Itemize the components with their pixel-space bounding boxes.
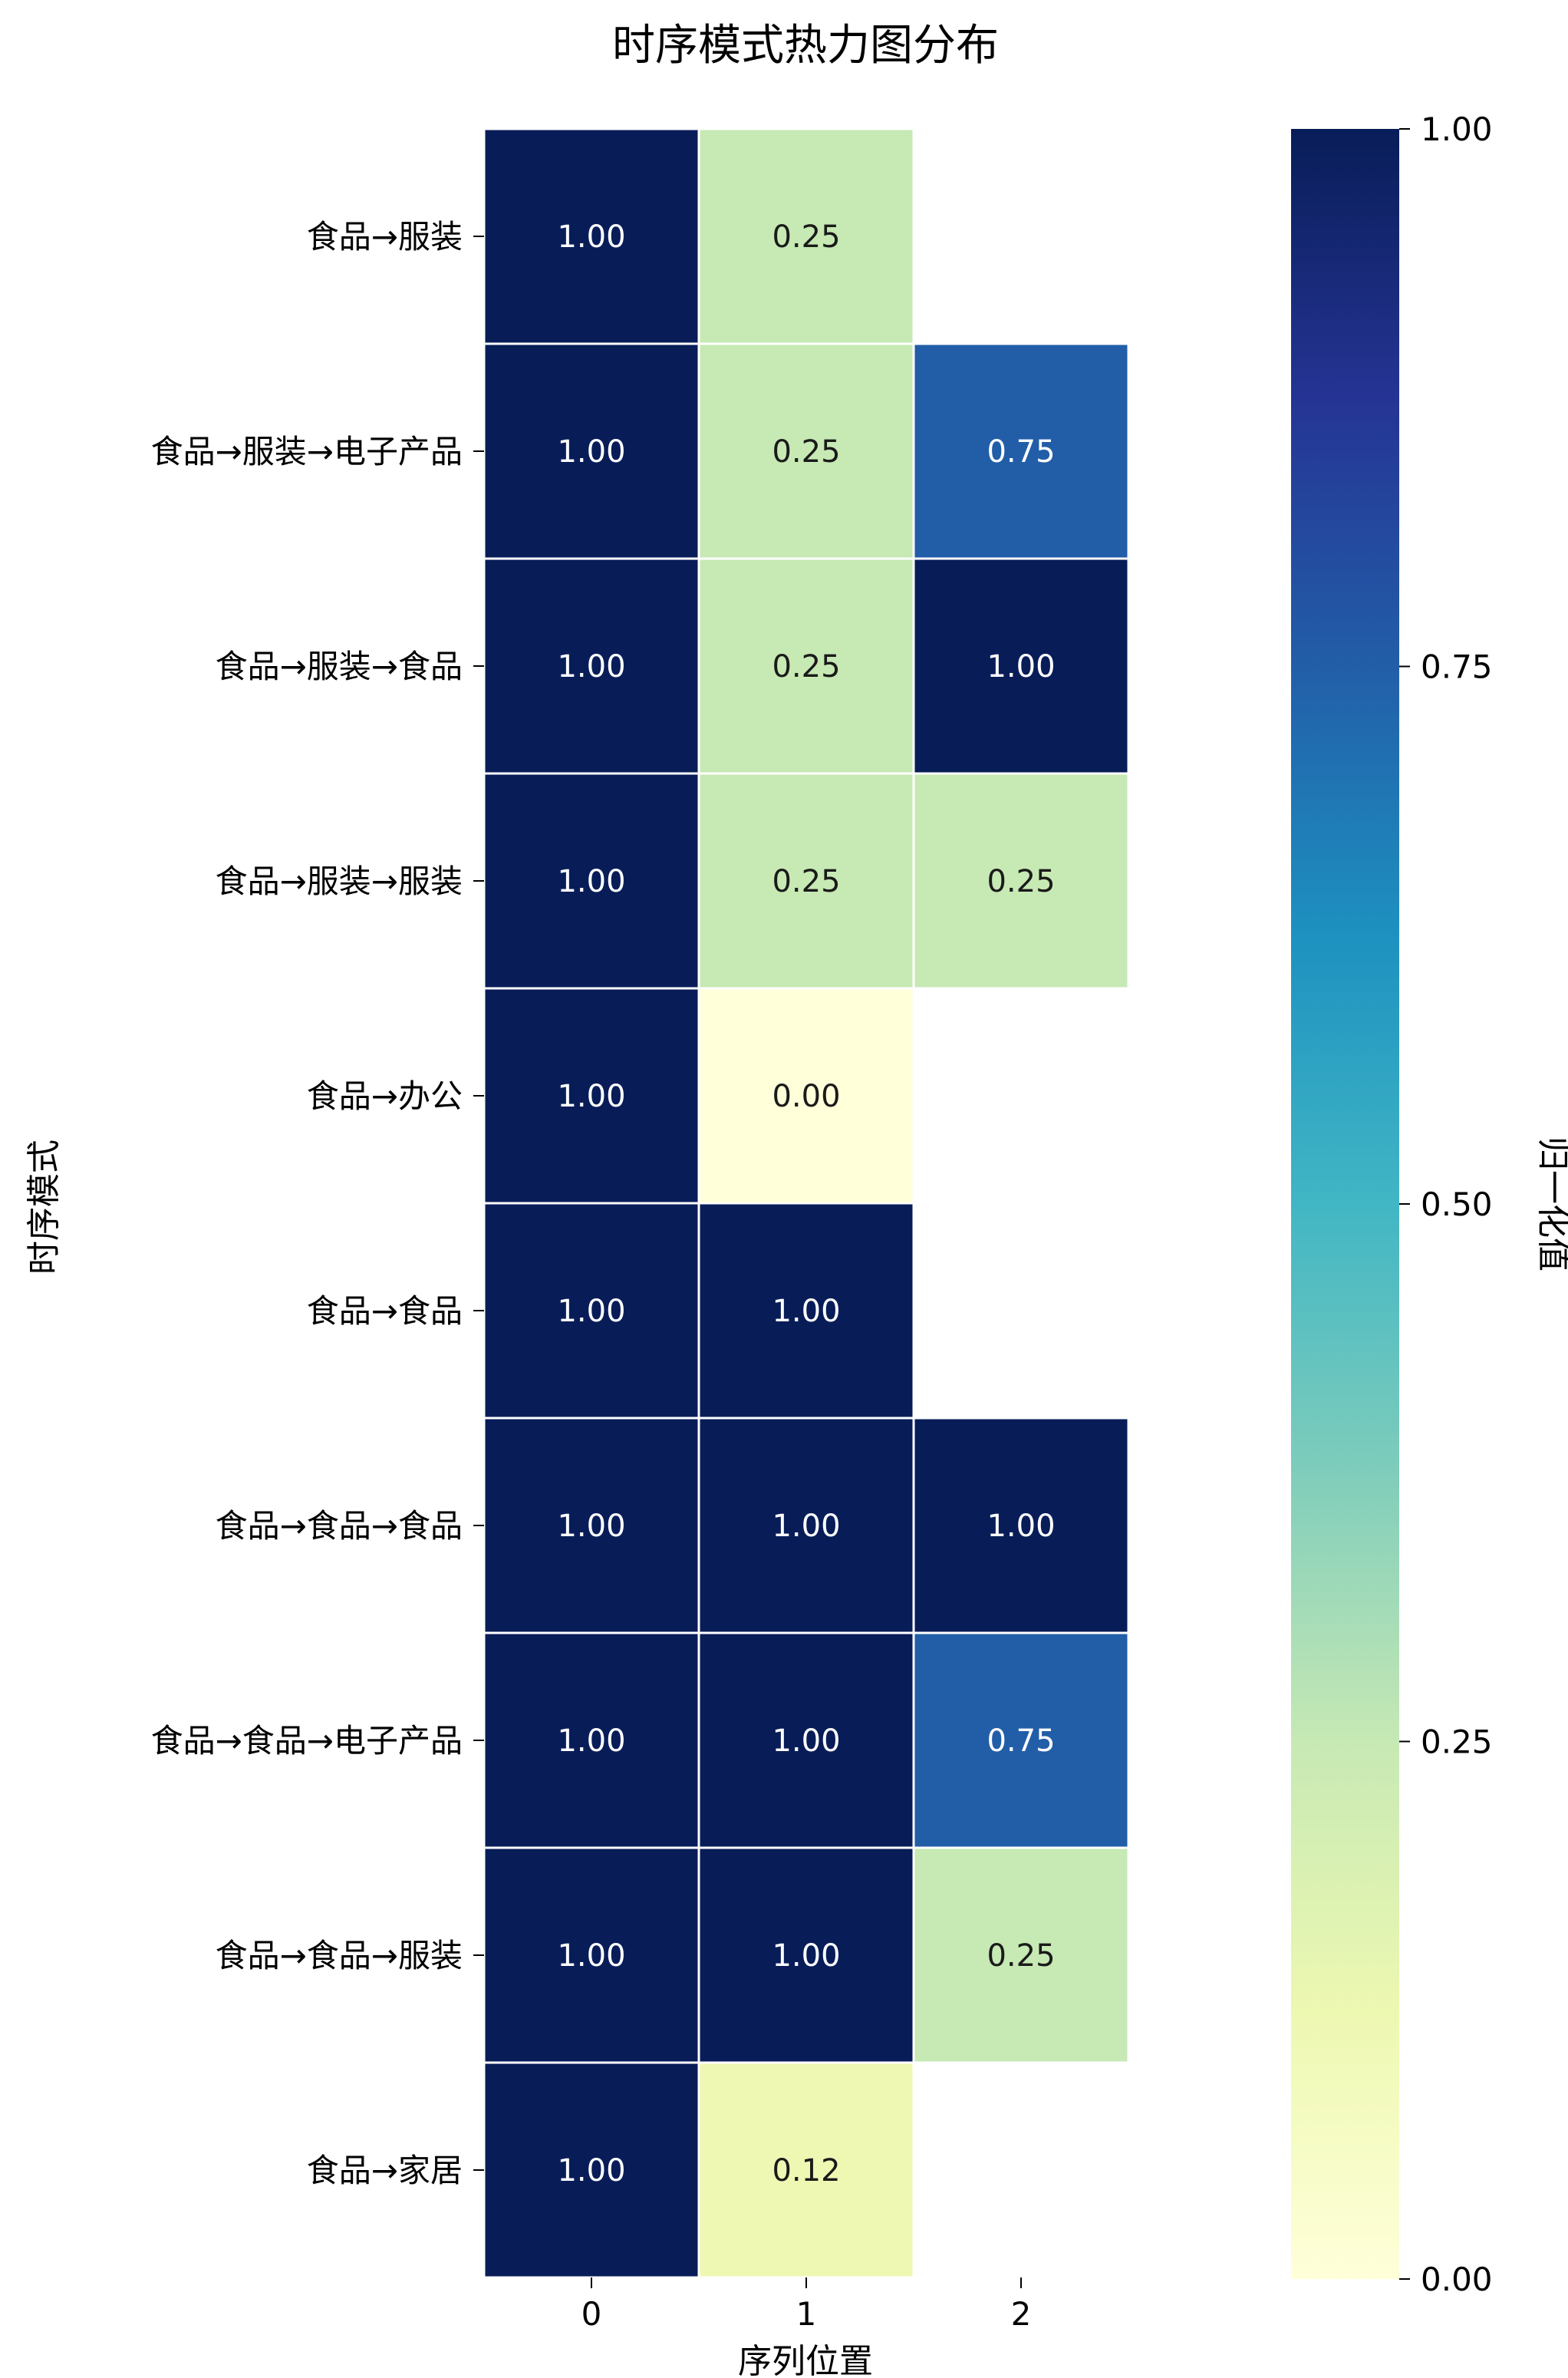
heatmap-cell <box>483 342 700 560</box>
heatmap-cell-label: 0.25 <box>772 434 840 470</box>
heatmap-cell-label: 1.00 <box>772 1938 840 1974</box>
colorbar-gradient <box>1291 129 1399 2279</box>
heatmap-cell-label: 0.00 <box>772 1079 840 1114</box>
heatmap-cell <box>483 1202 700 1420</box>
heatmap-cell-label: 0.12 <box>772 2153 840 2188</box>
heatmap-cell-label: 1.00 <box>772 1723 840 1759</box>
heatmap-cell-label: 1.00 <box>772 1294 840 1329</box>
x-tick-label: 2 <box>1011 2295 1032 2333</box>
colorbar-ticks: 0.00 0.25 0.50 0.75 1.00 <box>1399 110 1493 2298</box>
y-tick-label: 食品→家居 <box>307 2152 463 2189</box>
heatmap-cell-label: 0.75 <box>987 434 1055 470</box>
heatmap-cell <box>697 2061 915 2279</box>
y-axis-label: 时序模式 <box>25 1140 64 1275</box>
colorbar-tick-label: 0.00 <box>1421 2261 1493 2298</box>
heatmap-cell <box>483 2061 700 2279</box>
heatmap-cell <box>697 772 915 990</box>
heatmap-cell-label: 1.00 <box>557 434 625 470</box>
colorbar-tick-label: 0.25 <box>1421 1723 1493 1761</box>
heatmap-cell-label: 0.75 <box>987 1723 1055 1759</box>
heatmap-cell-label: 1.00 <box>557 1294 625 1329</box>
heatmap-cell-labels: 1.00 0.25 1.00 0.25 0.75 1.00 0.25 1.00 1.00 0.25… <box>557 219 1055 2188</box>
heatmap-cell <box>912 342 1130 560</box>
heatmap-cell-label: 1.00 <box>557 649 625 684</box>
heatmap-cell <box>483 1846 700 2064</box>
x-axis-label: 序列位置 <box>738 2342 873 2378</box>
y-tick-label: 食品→食品 <box>307 1292 463 1330</box>
heatmap-cell-label: 1.00 <box>557 219 625 255</box>
y-tick-label: 食品→服装→服装 <box>216 862 463 900</box>
heatmap-cell <box>483 557 700 775</box>
heatmap-cell-label: 1.00 <box>557 1079 625 1114</box>
x-axis-ticks: 0 1 2 <box>581 2277 1032 2333</box>
x-tick-label: 0 <box>581 2295 602 2333</box>
y-tick-label: 食品→食品→电子产品 <box>151 1722 463 1760</box>
heatmap-cell-label: 0.25 <box>987 864 1055 899</box>
heatmap-cell <box>483 987 700 1205</box>
heatmap-cell-label: 1.00 <box>557 1938 625 1974</box>
x-tick-label: 1 <box>796 2295 817 2333</box>
heatmap-cell <box>912 1417 1130 1634</box>
colorbar-tick-label: 0.75 <box>1421 648 1493 686</box>
heatmap-cell <box>697 1417 915 1634</box>
heatmap-cell-label: 1.00 <box>557 2153 625 2188</box>
heatmap-cell <box>697 1846 915 2064</box>
colorbar <box>1291 129 1399 2279</box>
y-axis-ticks: 食品→服装食品→服装→电子产品食品→服装→食品食品→服装→服装食品→办公食品→食… <box>151 218 484 2189</box>
heatmap-cell <box>697 987 915 1205</box>
colorbar-tick-label: 1.00 <box>1421 110 1493 148</box>
colorbar-label: 归一化值 <box>1533 1136 1568 1271</box>
y-tick-label: 食品→食品→食品 <box>216 1507 463 1545</box>
heatmap-cell-label: 0.25 <box>772 219 840 255</box>
heatmap-cell-label: 0.25 <box>987 1938 1055 1974</box>
chart-title: 时序模式热力图分布 <box>612 21 999 71</box>
heatmap-cell-label: 1.00 <box>772 1509 840 1544</box>
heatmap-cell <box>912 772 1130 990</box>
y-tick-label: 食品→服装→电子产品 <box>151 433 463 470</box>
heatmap-cell <box>697 1631 915 1849</box>
heatmap-cell <box>912 1631 1130 1849</box>
heatmap-cell-label: 1.00 <box>557 1723 625 1759</box>
heatmap-cell-label: 0.25 <box>772 649 840 684</box>
colorbar-tick-label: 0.50 <box>1421 1186 1493 1223</box>
heatmap-cells <box>483 127 1130 2279</box>
heatmap-cell <box>697 342 915 560</box>
heatmap-cell <box>912 557 1130 775</box>
heatmap-cell-label: 1.00 <box>987 1509 1055 1544</box>
heatmap-cell-label: 1.00 <box>987 649 1055 684</box>
y-tick-label: 食品→服装→食品 <box>216 648 463 685</box>
heatmap-cell-label: 1.00 <box>557 1509 625 1544</box>
heatmap-cell <box>483 1631 700 1849</box>
y-tick-label: 食品→办公 <box>307 1077 463 1115</box>
heatmap-cell-label: 0.25 <box>772 864 840 899</box>
y-tick-label: 食品→食品→服装 <box>216 1937 463 1974</box>
y-tick-label: 食品→服装 <box>307 218 463 256</box>
heatmap-cell <box>697 127 915 345</box>
heatmap-cell-label: 1.00 <box>557 864 625 899</box>
heatmap-cell <box>912 1846 1130 2064</box>
heatmap-cell <box>483 127 700 345</box>
heatmap-cell <box>697 1202 915 1420</box>
